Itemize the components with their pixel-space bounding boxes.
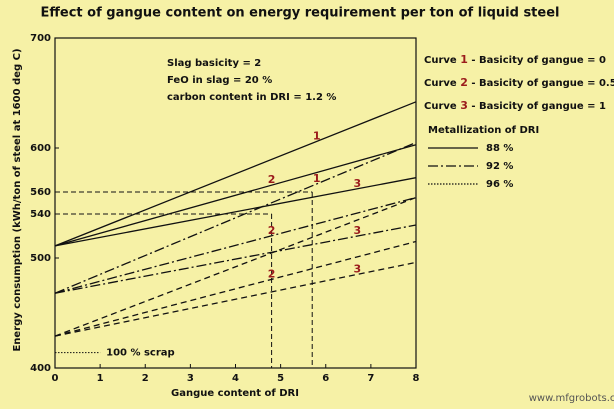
- legend-entry: Curve 1 - Basicity of gangue = 0: [424, 53, 606, 66]
- legend-text: - Basicity of gangue = 1: [471, 101, 606, 112]
- curve-label: 1: [313, 172, 321, 185]
- legend-prefix: Curve: [424, 78, 457, 89]
- legend-number: 2: [460, 76, 468, 89]
- annotation: Slag basicity = 2: [167, 58, 261, 69]
- scrap-label: 100 % scrap: [106, 348, 175, 359]
- x-tick-label: 8: [413, 373, 420, 384]
- curve-label: 3: [354, 262, 362, 275]
- legend-prefix: Curve: [424, 101, 457, 112]
- legend-text: - Basicity of gangue = 0: [471, 55, 606, 66]
- y-tick-label: 500: [30, 253, 51, 264]
- curve-label: 2: [268, 173, 276, 186]
- x-tick-label: 0: [52, 373, 59, 384]
- curve: [54, 144, 417, 247]
- curve-label: 3: [354, 224, 362, 237]
- y-tick-label: 560: [30, 187, 51, 198]
- curve: [54, 101, 417, 247]
- x-tick-label: 7: [367, 373, 374, 384]
- x-tick-label: 4: [232, 373, 239, 384]
- plot-frame: [54, 37, 417, 369]
- curve: [54, 196, 417, 294]
- curve-label: 2: [268, 224, 276, 237]
- y-axis-label: Energy consumption (kWh/ton of steel at …: [12, 48, 23, 351]
- curve: [54, 177, 417, 247]
- curve-label: 3: [354, 177, 362, 190]
- annotation: carbon content in DRI = 1.2 %: [167, 92, 336, 103]
- legend-label: 92 %: [486, 161, 513, 172]
- legend-number: 3: [460, 99, 468, 112]
- legend-label: 96 %: [486, 179, 513, 190]
- legend-number: 1: [460, 53, 468, 66]
- x-tick-label: 5: [277, 373, 284, 384]
- annotation: FeO in slag = 20 %: [167, 75, 272, 86]
- y-tick-label: 600: [30, 143, 51, 154]
- curve: [54, 224, 417, 294]
- x-axis-label: Gangue content of DRI: [171, 388, 299, 399]
- x-tick-label: 6: [322, 373, 329, 384]
- watermark: www.mfgrobots.com: [529, 393, 614, 404]
- y-tick-label: 400: [30, 363, 51, 374]
- curve: [54, 196, 417, 337]
- curve: [54, 141, 417, 294]
- x-tick-label: 1: [97, 373, 104, 384]
- y-tick-label: 540: [30, 209, 51, 220]
- legend-label: 88 %: [486, 143, 513, 154]
- curve: [54, 240, 417, 337]
- chart-title: Effect of gangue content on energy requi…: [41, 6, 560, 21]
- x-tick-label: 2: [142, 373, 149, 384]
- curve-label: 1: [313, 129, 321, 142]
- curve: [54, 261, 417, 337]
- legend-title: Metallization of DRI: [428, 125, 539, 136]
- curve-label: 2: [268, 267, 276, 280]
- legend-text: - Basicity of gangue = 0.5: [471, 78, 614, 89]
- legend-entry: Curve 3 - Basicity of gangue = 1: [424, 99, 606, 112]
- legend-entry: Curve 2 - Basicity of gangue = 0.5: [424, 76, 614, 89]
- y-tick-label: 700: [30, 33, 51, 44]
- legend-prefix: Curve: [424, 55, 457, 66]
- x-tick-label: 3: [187, 373, 194, 384]
